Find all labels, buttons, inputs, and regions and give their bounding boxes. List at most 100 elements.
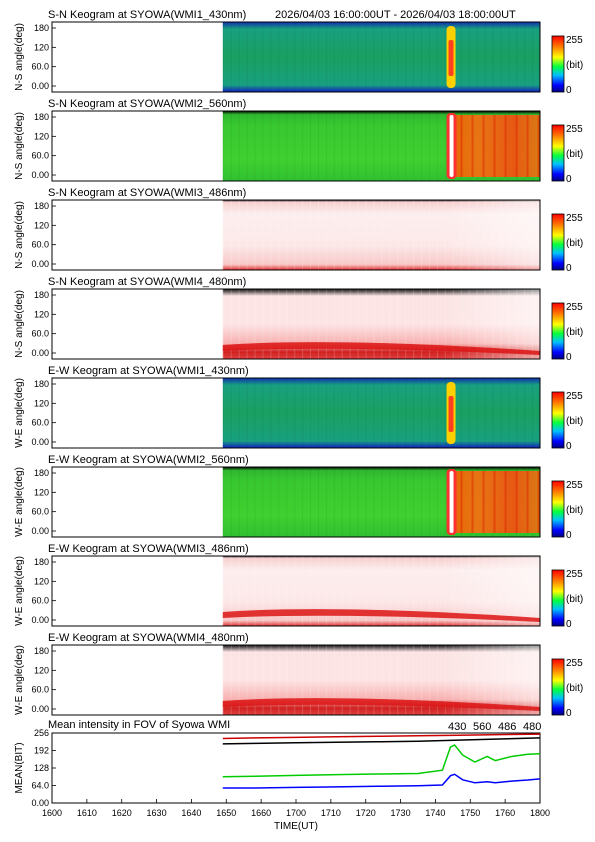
y-tick-label: 120 (34, 220, 49, 230)
keogram-texture (484, 378, 486, 448)
keogram-texture (524, 22, 526, 92)
x-tick-label: 1730 (391, 808, 411, 818)
keogram-texture (230, 111, 232, 181)
y-tick-label: 120 (34, 487, 49, 497)
keogram-texture (310, 378, 312, 448)
keogram-texture (341, 22, 343, 92)
y-tick-label: 120 (34, 131, 49, 141)
keogram-texture (357, 111, 359, 181)
colorbar (551, 35, 565, 93)
keogram-texture (405, 111, 407, 181)
keogram-texture (413, 22, 415, 92)
y-tick-label: 60.0 (31, 596, 49, 606)
keogram-texture (468, 22, 470, 92)
y-tick-label: 60.0 (31, 507, 49, 517)
plot-frame (51, 732, 541, 804)
keogram-panel: S-N Keogram at SYOWA(WMI1_430nm) 2026/04/… (14, 9, 583, 96)
y-axis-label: W-E angle(deg) (14, 467, 25, 537)
y-axis-label: N-S angle(deg) (14, 112, 25, 180)
keogram-texture (341, 467, 343, 537)
keogram-texture (436, 467, 438, 537)
keogram-texture (349, 111, 351, 181)
red-texture (515, 471, 518, 533)
panel-title: E-W Keogram at SYOWA(WMI3_486nm) (48, 543, 249, 555)
keogram-texture (468, 378, 470, 448)
y-tick-label: 60.0 (31, 240, 49, 250)
y-tick-label: 0.00 (31, 170, 49, 180)
red-texture (504, 115, 507, 177)
colorbar-unit-label: (bit) (566, 594, 583, 605)
red-texture (504, 471, 507, 533)
keogram-texture (397, 467, 399, 537)
colorbar-min-label: 0 (566, 441, 572, 452)
keogram-texture (389, 378, 391, 448)
x-tick-label: 1750 (460, 808, 480, 818)
keogram-texture (524, 378, 526, 448)
aurora-core (449, 471, 454, 533)
keogram-texture (444, 22, 446, 92)
keogram-texture (373, 111, 375, 181)
x-tick-label: 1630 (147, 808, 167, 818)
red-texture (493, 115, 496, 177)
x-tick-label: 1760 (495, 808, 515, 818)
keogram-texture (365, 111, 367, 181)
keogram-texture (230, 22, 232, 92)
keogram-texture (508, 22, 510, 92)
keogram-texture (333, 22, 335, 92)
keogram-texture (310, 111, 312, 181)
keogram-texture (532, 378, 534, 448)
keogram-texture (246, 22, 248, 92)
y-tick-label: 120 (34, 665, 49, 675)
y-axis-label: N-S angle(deg) (14, 290, 25, 358)
keogram-texture (222, 378, 224, 448)
legend-entry: 480 (523, 721, 541, 733)
keogram-texture (397, 378, 399, 448)
keogram-texture (341, 111, 343, 181)
keogram-texture (317, 378, 319, 448)
keogram-texture (428, 111, 430, 181)
keogram-texture (428, 467, 430, 537)
aurora-core (448, 40, 454, 76)
y-axis-label: W-E angle(deg) (14, 645, 25, 715)
plot-frame (51, 288, 541, 360)
keogram-image (222, 378, 541, 448)
keogram-texture (500, 378, 502, 448)
keogram-texture (421, 22, 423, 92)
legend-entry: 430 (448, 721, 466, 733)
keogram-texture (230, 467, 232, 537)
keogram-texture (317, 111, 319, 181)
colorbar-min-label: 0 (566, 708, 572, 719)
keogram-panel: E-W Keogram at SYOWA(WMI1_430nm) 180 120 60… (14, 365, 583, 452)
keogram-texture (460, 378, 462, 448)
keogram-texture (405, 378, 407, 448)
y-tick-label: 180 (34, 23, 49, 33)
emission-band (222, 342, 541, 355)
keogram-texture (492, 378, 494, 448)
y-tick-label: 0.00 (31, 615, 49, 625)
colorbar-min-label: 0 (566, 619, 572, 630)
y-tick-label: 60.0 (31, 418, 49, 428)
y-tick-label: 60.0 (31, 62, 49, 72)
y-tick-label: 0.00 (31, 526, 49, 536)
keogram-texture (365, 378, 367, 448)
colorbar-max-label: 255 (566, 658, 583, 669)
keogram-texture (238, 467, 240, 537)
colorbar-max-label: 255 (566, 302, 583, 313)
panel-title: S-N Keogram at SYOWA(WMI2_560nm) (48, 98, 246, 110)
keogram-texture (262, 22, 264, 92)
series-line (222, 733, 541, 740)
keogram-texture (484, 22, 486, 92)
red-texture (526, 115, 529, 177)
keogram-texture (294, 467, 296, 537)
plot-frame (51, 466, 541, 538)
keogram-texture (310, 22, 312, 92)
keogram-texture (238, 111, 240, 181)
keogram-texture (222, 111, 224, 181)
keogram-texture (421, 378, 423, 448)
keogram-texture (286, 111, 288, 181)
y-tick-label: 256 (34, 728, 49, 738)
mean-intensity-panel: Mean intensity in FOV of Syowa WMI 430 560… (14, 719, 550, 832)
keogram-texture (246, 111, 248, 181)
keogram-panel: E-W Keogram at SYOWA(WMI2_560nm) 180 120 60… (14, 454, 583, 541)
keogram-texture (230, 378, 232, 448)
